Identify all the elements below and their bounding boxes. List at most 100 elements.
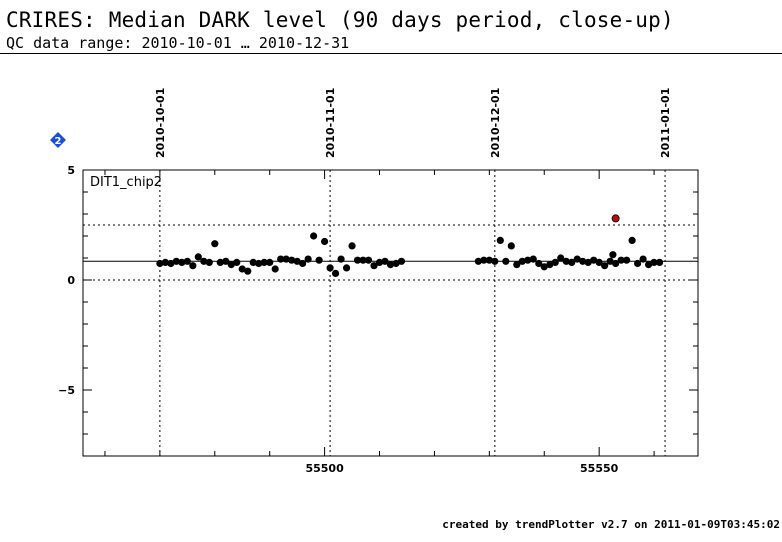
x-tick-label: 55500	[305, 462, 344, 475]
data-point	[211, 240, 219, 248]
footer-credit: created by trendPlotter v2.7 on 2011-01-…	[442, 518, 780, 531]
data-point	[655, 258, 664, 266]
data-point	[606, 257, 614, 265]
data-point	[194, 253, 202, 261]
data-point	[644, 261, 653, 269]
data-point	[326, 264, 334, 272]
diamond-icon	[50, 132, 66, 148]
data-point	[370, 262, 378, 270]
data-point	[255, 259, 263, 268]
data-point	[502, 257, 510, 265]
data-point	[628, 236, 636, 244]
data-point	[562, 257, 570, 265]
data-point	[551, 258, 559, 266]
y-tick-label: −5	[58, 384, 75, 397]
data-point	[216, 258, 224, 266]
data-point	[156, 259, 164, 268]
data-point	[288, 256, 296, 264]
data-point	[524, 256, 532, 264]
data-point	[397, 257, 406, 265]
date-label: 2011-01-01	[659, 88, 672, 158]
data-point	[579, 257, 587, 265]
date-label: 2010-12-01	[489, 88, 502, 158]
data-point	[568, 258, 576, 266]
data-point	[609, 251, 617, 259]
data-point	[271, 265, 279, 273]
data-point	[200, 257, 208, 265]
data-point	[299, 259, 307, 268]
panel-label: DIT1_chip2	[90, 175, 162, 190]
data-point	[590, 256, 598, 264]
data-point	[364, 256, 373, 264]
data-point	[518, 257, 526, 265]
data-point	[375, 258, 384, 266]
data-point	[617, 256, 625, 264]
data-point	[249, 258, 257, 266]
grid-lines	[159, 170, 666, 456]
data-point	[183, 257, 191, 265]
data-point	[573, 255, 581, 263]
data-point	[359, 256, 367, 264]
data-point	[491, 257, 499, 265]
data-point	[386, 261, 395, 269]
data-point	[485, 256, 493, 264]
data-point	[233, 258, 241, 266]
data-point	[337, 255, 345, 263]
plot-frame	[82, 169, 699, 457]
data-point	[557, 254, 565, 262]
chart-title: CRIRES: Median DARK level (90 days perio…	[6, 8, 674, 32]
y-axis: 5 0 −5	[58, 164, 698, 435]
header-divider	[0, 53, 782, 54]
data-point	[633, 259, 642, 268]
data-point	[612, 259, 620, 268]
data-point	[205, 258, 213, 266]
data-point	[244, 267, 252, 275]
outlier-points	[611, 214, 620, 223]
data-point	[178, 258, 186, 266]
data-point	[321, 237, 329, 246]
data-point	[167, 259, 175, 268]
data-point	[277, 255, 285, 263]
data-point	[540, 263, 548, 271]
x-axis: 55500 55550	[104, 170, 655, 475]
data-point	[293, 257, 301, 265]
data-point	[348, 242, 356, 250]
data-point	[227, 261, 235, 269]
data-point	[282, 255, 290, 263]
data-point	[480, 256, 488, 264]
data-point	[189, 262, 197, 270]
data-point	[310, 232, 318, 240]
data-point	[331, 269, 340, 277]
chart-subtitle: QC data range: 2010-10-01 … 2010-12-31	[6, 34, 350, 52]
data-point	[161, 258, 169, 266]
data-point	[584, 258, 592, 266]
data-point	[260, 258, 268, 266]
data-point	[392, 259, 400, 268]
data-point	[601, 262, 609, 270]
data-point	[266, 258, 274, 266]
x-tick-label: 55550	[580, 462, 619, 475]
data-point	[496, 236, 504, 244]
data-points	[156, 232, 664, 277]
data-point	[304, 255, 312, 263]
data-point	[342, 264, 351, 272]
data-point	[639, 255, 647, 263]
data-point	[650, 258, 658, 266]
plot-index-label: 2	[55, 136, 62, 147]
data-point	[535, 259, 543, 268]
reference-lines	[83, 224, 698, 281]
data-point	[546, 261, 554, 269]
data-point	[507, 242, 515, 250]
date-axis: 2010-10-01 2010-11-01 2010-12-01 2011-01-01	[154, 88, 672, 158]
y-tick-label: 5	[67, 164, 75, 177]
plot-area	[82, 169, 699, 457]
data-point	[238, 265, 246, 273]
date-label: 2010-10-01	[154, 88, 167, 158]
plot-index-badge: 2	[50, 132, 66, 148]
data-point	[172, 257, 180, 265]
y-tick-label: 0	[67, 274, 75, 287]
data-point	[315, 256, 323, 264]
data-point	[623, 256, 631, 264]
data-point	[474, 257, 482, 265]
